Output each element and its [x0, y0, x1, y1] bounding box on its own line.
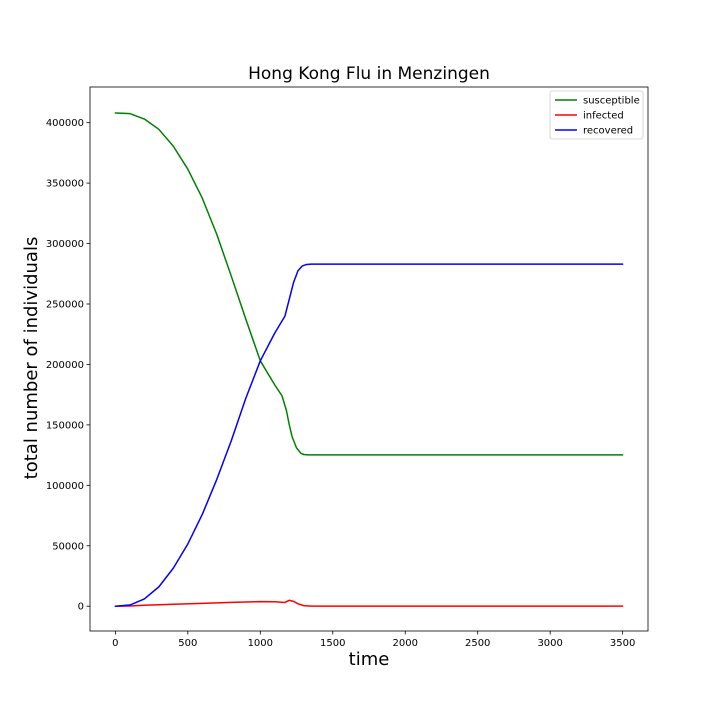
legend-label-infected: infected	[583, 111, 624, 122]
plot-area: 0 500 1000 1500 2000 2500 3000 3500 0 50000 100000…	[46, 86, 649, 649]
legend: susceptible infected recovered	[549, 90, 644, 140]
x-tick-label: 3000	[537, 638, 562, 649]
y-tick-label: 350000	[46, 179, 84, 190]
y-tick-label: 0	[78, 602, 84, 613]
y-tick-label: 50000	[52, 541, 84, 552]
axes-frame	[89, 86, 649, 632]
y-tick-label: 300000	[46, 239, 84, 250]
y-axis-label: total number of individuals	[21, 237, 42, 480]
x-tick-label: 1000	[248, 638, 273, 649]
x-tick-label: 0	[112, 638, 118, 649]
x-axis-label: time	[349, 649, 390, 670]
legend-label-susceptible: susceptible	[583, 96, 640, 107]
series-line-recovered	[114, 263, 624, 607]
x-tick-label: 2500	[465, 638, 490, 649]
y-tick-label: 200000	[46, 360, 84, 371]
y-tick-label: 250000	[46, 299, 84, 310]
x-tick-label: 3500	[610, 638, 635, 649]
chart-title: Hong Kong Flu in Menzingen	[248, 64, 490, 84]
series-line-susceptible	[114, 112, 624, 456]
x-tick-label: 1500	[320, 638, 345, 649]
y-tick-label: 150000	[46, 420, 84, 431]
legend-label-recovered: recovered	[583, 126, 633, 137]
legend-box	[549, 90, 644, 140]
x-tick-label: 2000	[393, 638, 418, 649]
y-tick-label: 100000	[46, 481, 84, 492]
x-tick-label: 500	[178, 638, 197, 649]
y-tick-label: 400000	[46, 118, 84, 129]
series-line-infected	[114, 599, 624, 607]
